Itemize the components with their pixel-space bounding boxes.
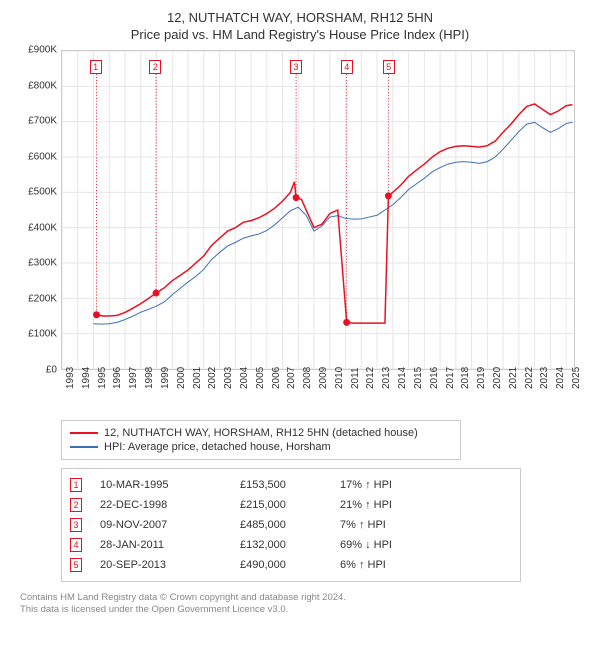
x-axis-label: 2018 (460, 359, 471, 389)
transaction-delta: 7% ↑ HPI (340, 519, 490, 531)
transaction-date: 09-NOV-2007 (100, 519, 240, 531)
footnote-line1: Contains HM Land Registry data © Crown c… (20, 592, 585, 604)
x-axis-label: 2010 (334, 359, 345, 389)
x-axis-label: 2006 (271, 359, 282, 389)
x-axis-label: 2003 (223, 359, 234, 389)
x-axis-label: 1999 (160, 359, 171, 389)
y-axis-label: £200K (15, 293, 57, 304)
x-axis-label: 1997 (128, 359, 139, 389)
x-axis-label: 1995 (97, 359, 108, 389)
x-axis-label: 2008 (302, 359, 313, 389)
page-container: 12, NUTHATCH WAY, HORSHAM, RH12 5HN Pric… (0, 0, 600, 650)
transaction-price: £132,000 (240, 539, 340, 551)
sale-marker-4: 4 (341, 60, 353, 74)
x-axis-label: 1996 (112, 359, 123, 389)
transaction-delta: 6% ↑ HPI (340, 559, 490, 571)
x-axis-label: 2011 (350, 359, 361, 389)
sale-marker-2: 2 (149, 60, 161, 74)
x-axis-label: 2000 (176, 359, 187, 389)
x-axis-label: 2016 (429, 359, 440, 389)
y-axis-label: £100K (15, 329, 57, 340)
transaction-date: 10-MAR-1995 (100, 479, 240, 491)
title-block: 12, NUTHATCH WAY, HORSHAM, RH12 5HN Pric… (15, 10, 585, 42)
x-axis-label: 1994 (81, 359, 92, 389)
transaction-price: £153,500 (240, 479, 340, 491)
x-axis-label: 2024 (555, 359, 566, 389)
x-axis-label: 2023 (539, 359, 550, 389)
x-axis-label: 2020 (492, 359, 503, 389)
transaction-row: 5 20-SEP-2013£490,0006% ↑ HPI (70, 555, 512, 575)
transaction-delta: 17% ↑ HPI (340, 479, 490, 491)
transaction-badge: 3 (70, 518, 82, 532)
transaction-row: 2 22-DEC-1998£215,00021% ↑ HPI (70, 495, 512, 515)
x-axis-label: 2014 (397, 359, 408, 389)
transaction-date: 20-SEP-2013 (100, 559, 240, 571)
transaction-badge: 1 (70, 478, 82, 492)
transaction-row: 4 28-JAN-2011£132,00069% ↓ HPI (70, 535, 512, 555)
x-axis-label: 2007 (286, 359, 297, 389)
footnote-line2: This data is licensed under the Open Gov… (20, 604, 585, 616)
footnote: Contains HM Land Registry data © Crown c… (15, 592, 585, 617)
x-axis-label: 2017 (445, 359, 456, 389)
y-axis-label: £900K (15, 45, 57, 56)
transaction-date: 28-JAN-2011 (100, 539, 240, 551)
transaction-delta: 21% ↑ HPI (340, 499, 490, 511)
x-axis-label: 1998 (144, 359, 155, 389)
legend-label: HPI: Average price, detached house, Hors… (104, 441, 331, 453)
legend-item: HPI: Average price, detached house, Hors… (70, 440, 452, 454)
x-axis-label: 2012 (365, 359, 376, 389)
y-axis-label: £400K (15, 222, 57, 233)
transaction-date: 22-DEC-1998 (100, 499, 240, 511)
sale-marker-1: 1 (90, 60, 102, 74)
transaction-price: £490,000 (240, 559, 340, 571)
y-axis-label: £500K (15, 187, 57, 198)
transaction-row: 1 10-MAR-1995£153,50017% ↑ HPI (70, 475, 512, 495)
y-axis-label: £800K (15, 80, 57, 91)
transaction-badge: 4 (70, 538, 82, 552)
x-axis-label: 2021 (508, 359, 519, 389)
legend-swatch (70, 446, 98, 448)
title-address: 12, NUTHATCH WAY, HORSHAM, RH12 5HN (15, 10, 585, 25)
transaction-row: 3 09-NOV-2007£485,0007% ↑ HPI (70, 515, 512, 535)
chart-svg (62, 51, 574, 369)
plot-region (61, 50, 575, 370)
x-axis-label: 2009 (318, 359, 329, 389)
title-subhead: Price paid vs. HM Land Registry's House … (15, 27, 585, 42)
y-axis-label: £300K (15, 258, 57, 269)
sale-marker-3: 3 (290, 60, 302, 74)
transactions-table: 1 10-MAR-1995£153,50017% ↑ HPI 2 22-DEC-199… (61, 468, 521, 582)
transaction-price: £215,000 (240, 499, 340, 511)
x-axis-label: 2004 (239, 359, 250, 389)
legend-swatch (70, 432, 98, 434)
x-axis-label: 2013 (381, 359, 392, 389)
transaction-delta: 69% ↓ HPI (340, 539, 490, 551)
y-axis-label: £700K (15, 116, 57, 127)
sale-marker-5: 5 (383, 60, 395, 74)
legend: 12, NUTHATCH WAY, HORSHAM, RH12 5HN (det… (61, 420, 461, 460)
y-axis-label: £0 (15, 365, 57, 376)
transaction-badge: 2 (70, 498, 82, 512)
x-axis-label: 2025 (571, 359, 582, 389)
transaction-badge: 5 (70, 558, 82, 572)
x-axis-label: 1993 (65, 359, 76, 389)
legend-label: 12, NUTHATCH WAY, HORSHAM, RH12 5HN (det… (104, 427, 418, 439)
x-axis-label: 2005 (255, 359, 266, 389)
chart-area: £0 £100K £200K £300K £400K £500K £600K £700K £80… (15, 50, 575, 410)
x-axis-label: 2001 (192, 359, 203, 389)
x-axis-label: 2019 (476, 359, 487, 389)
legend-item: 12, NUTHATCH WAY, HORSHAM, RH12 5HN (det… (70, 426, 452, 440)
y-axis-label: £600K (15, 151, 57, 162)
x-axis-label: 2022 (524, 359, 535, 389)
transaction-price: £485,000 (240, 519, 340, 531)
x-axis-label: 2002 (207, 359, 218, 389)
x-axis-label: 2015 (413, 359, 424, 389)
